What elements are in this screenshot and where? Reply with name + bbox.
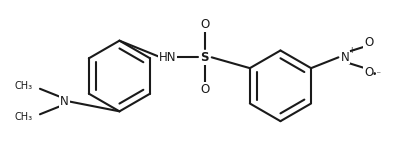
Text: HN: HN xyxy=(159,51,176,64)
Text: O: O xyxy=(364,36,373,49)
Text: +: + xyxy=(348,46,354,55)
Text: O: O xyxy=(200,18,209,31)
Text: O: O xyxy=(200,83,209,96)
Text: O: O xyxy=(364,66,373,79)
Text: N: N xyxy=(341,51,350,64)
Text: CH₃: CH₃ xyxy=(15,112,33,122)
Text: CH₃: CH₃ xyxy=(15,81,33,91)
Text: S: S xyxy=(201,51,209,64)
Text: N: N xyxy=(60,95,69,108)
Text: •⁻: •⁻ xyxy=(371,69,382,79)
